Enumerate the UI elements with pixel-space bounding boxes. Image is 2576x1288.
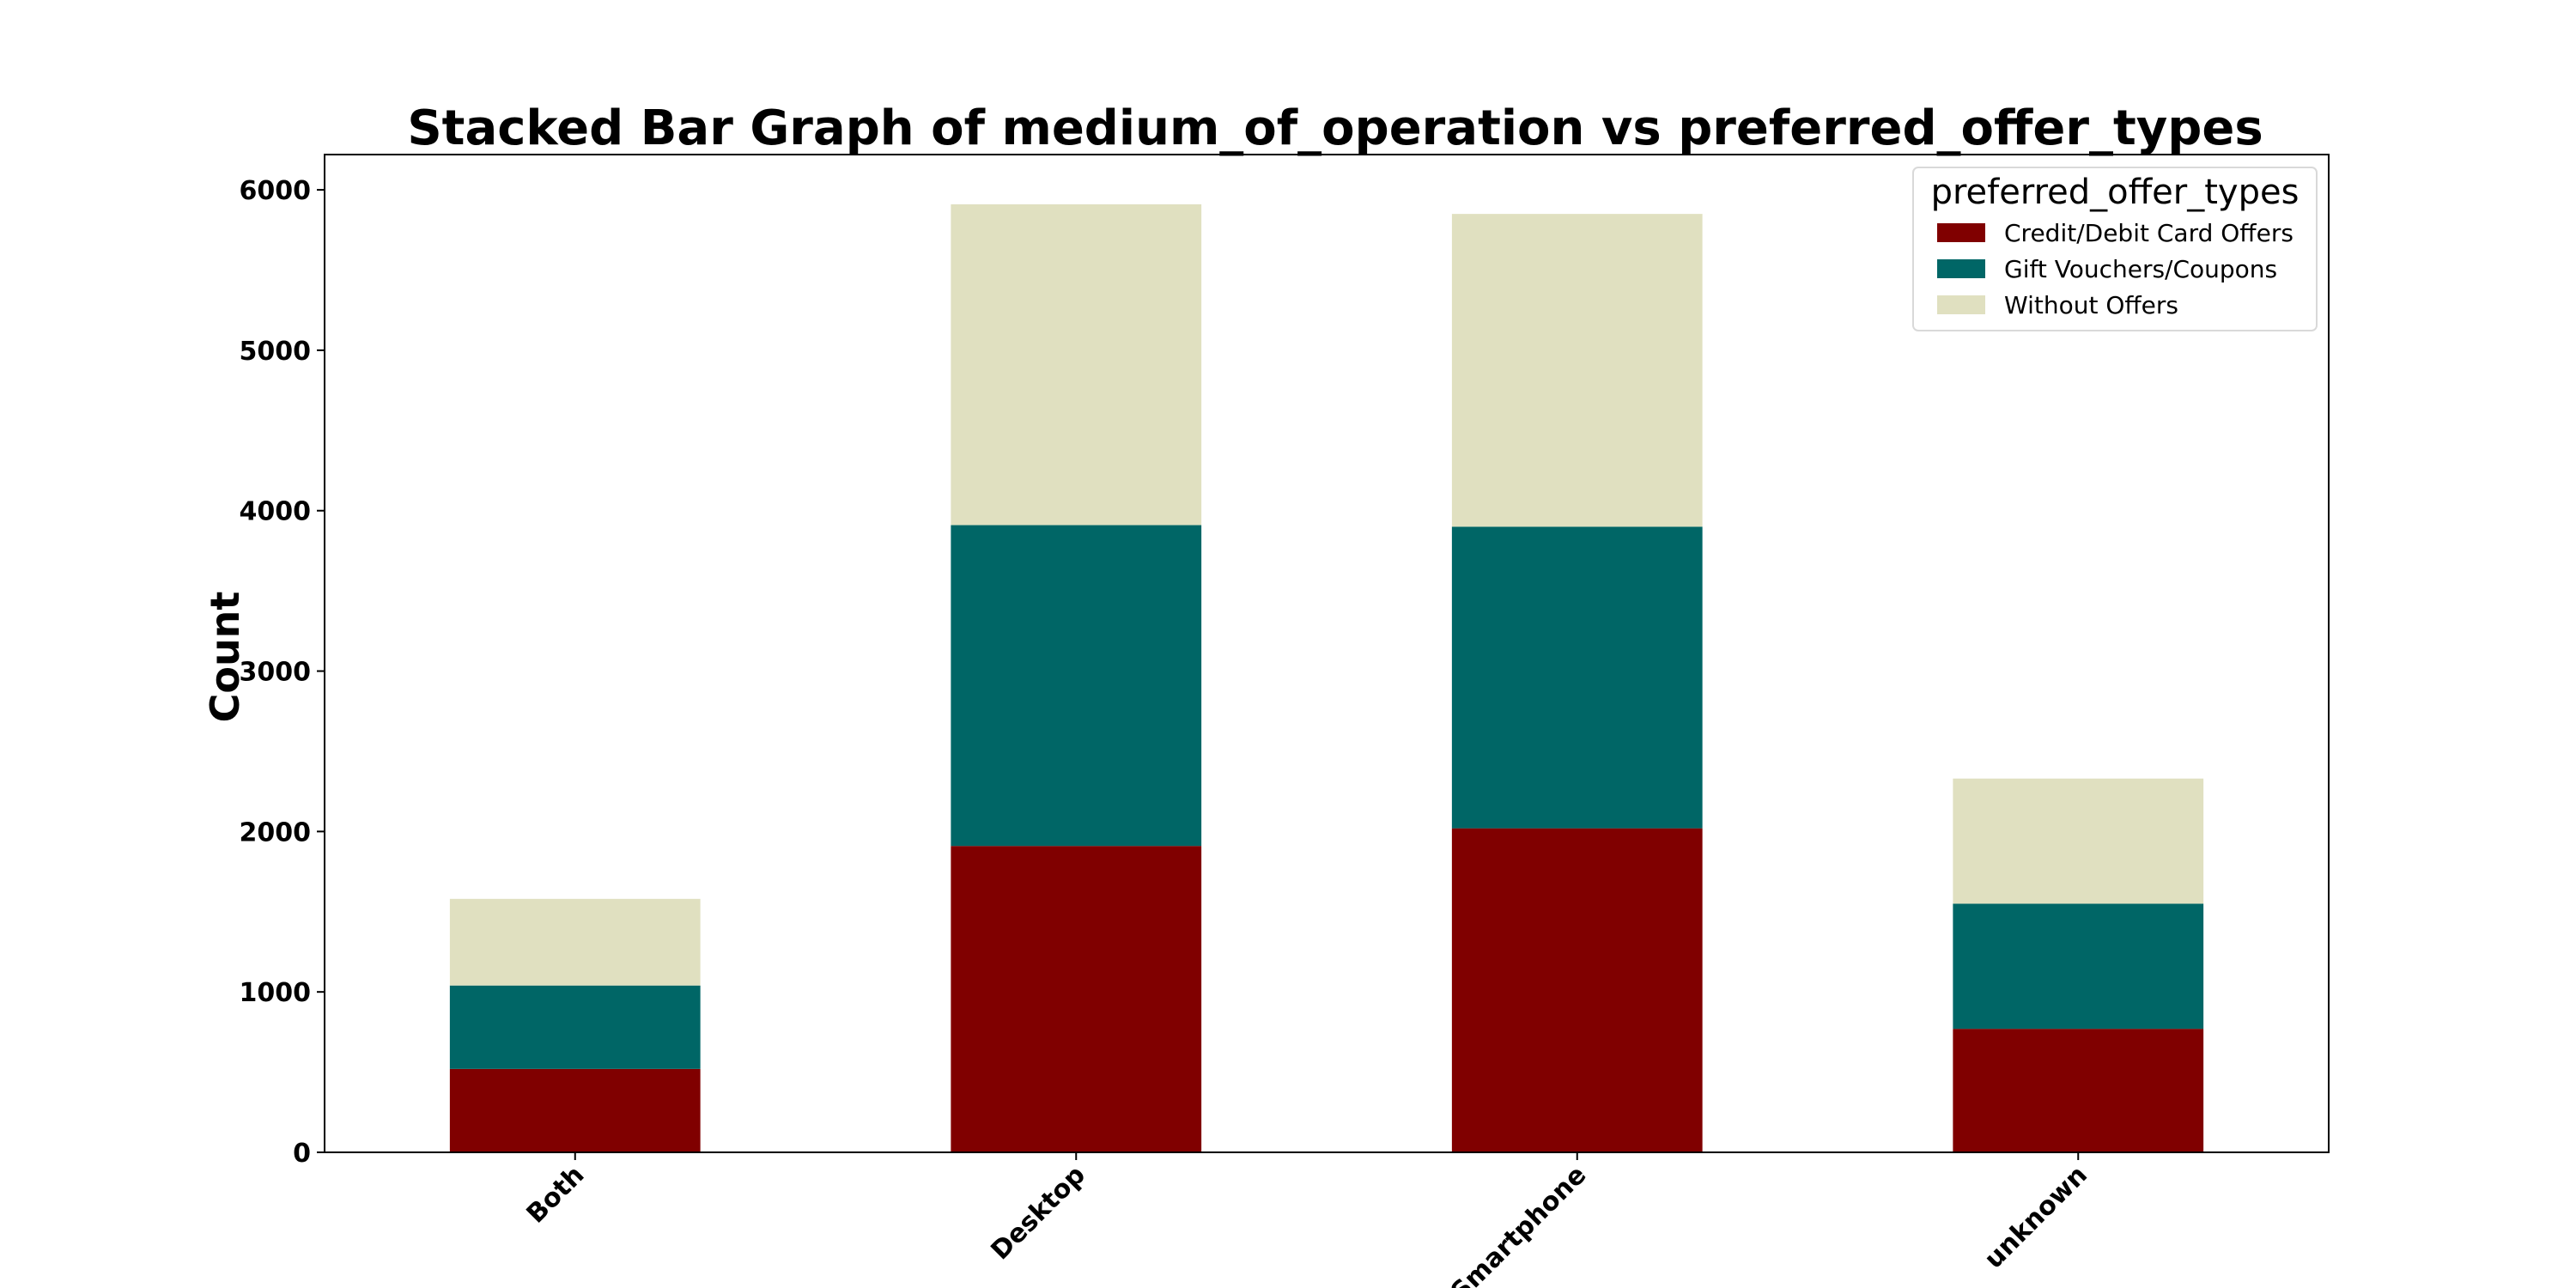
bar-unknown-series-2: [1953, 778, 2204, 904]
plot-frame: [324, 154, 2330, 1153]
legend-title: preferred_offer_types: [1931, 173, 2300, 212]
legend-label: Gift Vouchers/Coupons: [2004, 255, 2277, 283]
legend-swatch: [1937, 223, 1985, 242]
legend-label: Without Offers: [2004, 291, 2178, 319]
bar-smartphone-series-0: [1451, 828, 1703, 1152]
bar-both-series-0: [449, 1068, 701, 1152]
legend-label: Credit/Debit Card Offers: [2004, 219, 2293, 247]
legend-entries: Credit/Debit Card Offers Gift Vouchers/Co…: [1937, 219, 2293, 319]
bar-desktop-series-0: [951, 846, 1202, 1152]
y-tick-label: 5000: [240, 337, 312, 367]
y-axis: 0 1000 2000 3000 4000 5000 6000: [240, 176, 325, 1169]
chart-title: Stacked Bar Graph of medium_of_operation…: [407, 100, 2263, 156]
x-tick-label: Both: [521, 1160, 591, 1230]
plot-area: [324, 154, 2330, 1153]
y-tick-label: 4000: [240, 497, 312, 527]
bar-unknown-series-1: [1953, 903, 2204, 1030]
y-axis-label: Count: [202, 592, 248, 723]
y-tick-label: 1000: [240, 978, 312, 1008]
y-tick-label: 3000: [240, 658, 312, 688]
y-tick-label: 0: [293, 1139, 311, 1169]
x-axis: Both Desktop Smartphone unknown: [521, 1152, 2093, 1288]
y-tick-label: 6000: [240, 176, 312, 206]
bar-desktop-series-2: [951, 204, 1202, 526]
x-tick-label: Desktop: [986, 1160, 1091, 1266]
legend-swatch: [1937, 295, 1985, 314]
bar-both-series-2: [449, 898, 701, 986]
legend-frame: [1912, 167, 2318, 331]
bar-smartphone-series-2: [1451, 214, 1703, 527]
bar-desktop-series-1: [951, 525, 1202, 847]
x-tick-label: Smartphone: [1445, 1160, 1592, 1288]
y-tick-label: 2000: [240, 817, 312, 848]
bar-both-series-1: [449, 985, 701, 1069]
x-tick-label: unknown: [1978, 1160, 2093, 1274]
bar-unknown-series-0: [1953, 1029, 2204, 1152]
legend-swatch: [1937, 259, 1985, 278]
legend: preferred_offer_types Credit/Debit Card …: [1912, 167, 2318, 331]
bar-smartphone-series-1: [1451, 526, 1703, 829]
